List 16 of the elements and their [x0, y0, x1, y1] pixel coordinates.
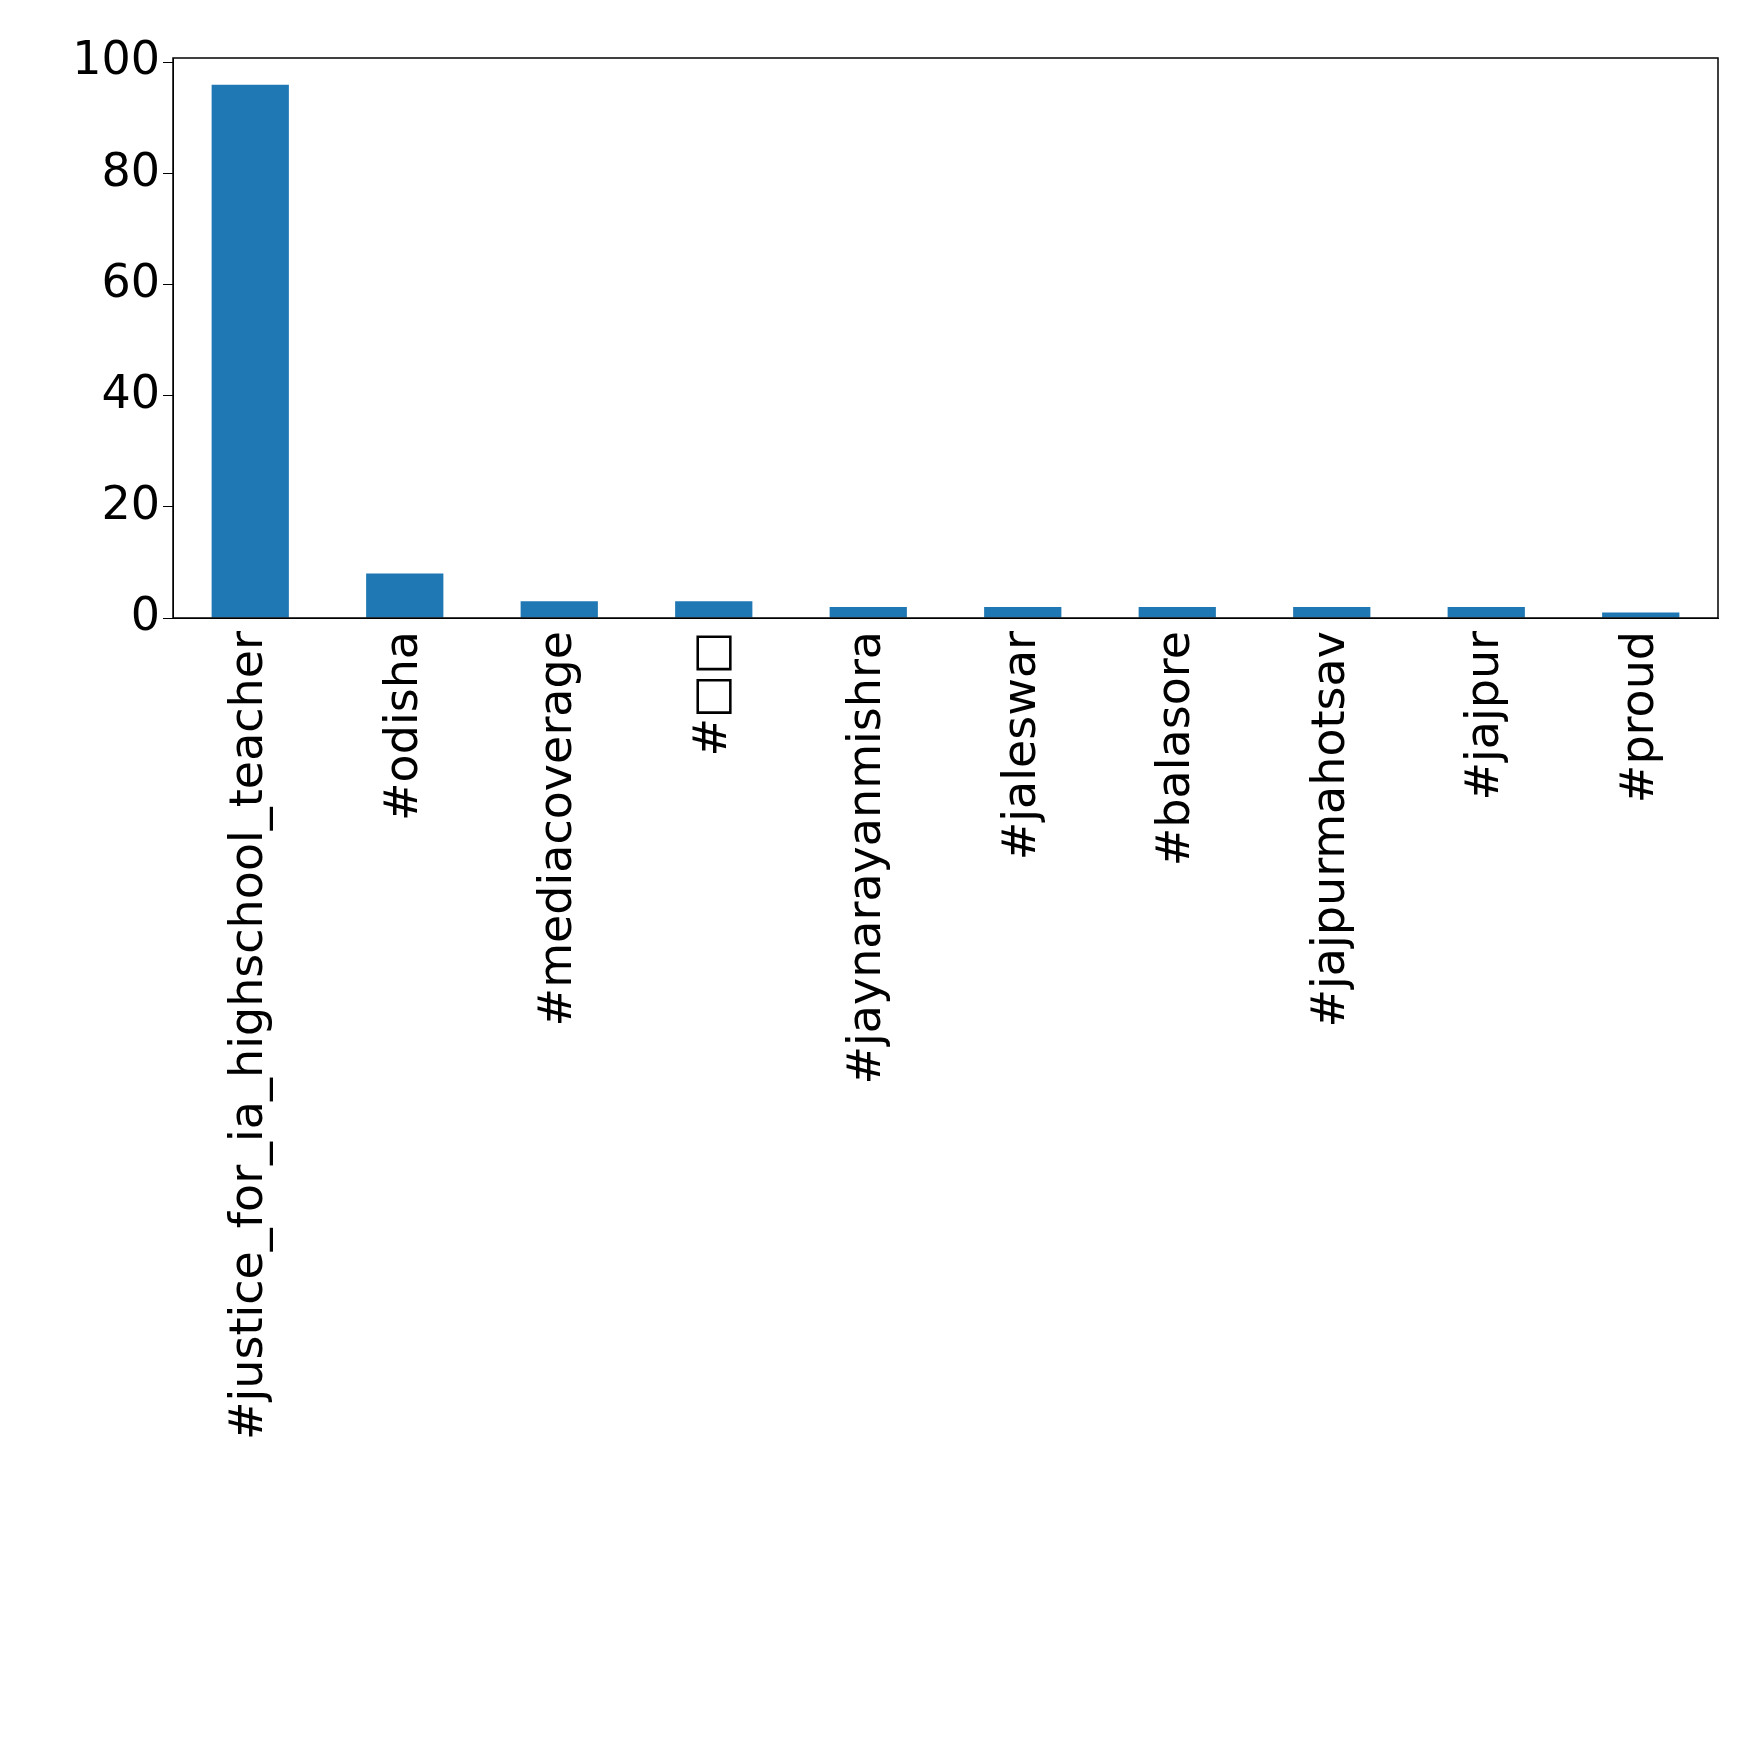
x-tick-label: #jaynarayanmishra [837, 631, 892, 1085]
x-tick-label: #proud [1609, 631, 1664, 804]
x-tick-label: #balasore [1146, 631, 1201, 867]
x-tick-label: #justice_for_ia_highschool_teacher [219, 630, 274, 1441]
x-tick-label: #mediacoverage [528, 631, 583, 1027]
x-tick-label: #jajpur [1455, 630, 1510, 801]
y-tick-label: 80 [101, 142, 160, 197]
y-tick-label: 100 [72, 31, 160, 86]
y-tick-label: 0 [130, 586, 160, 641]
x-tick-label: #jajpurmahotsav [1300, 631, 1355, 1028]
x-tick-label: #□□ [682, 631, 737, 757]
y-tick-label: 40 [101, 364, 160, 419]
x-tick-label: #odisha [373, 631, 428, 821]
x-tick-label: #jaleswar [991, 630, 1046, 861]
y-tick-label: 60 [101, 253, 160, 308]
y-tick-label: 20 [101, 475, 160, 530]
